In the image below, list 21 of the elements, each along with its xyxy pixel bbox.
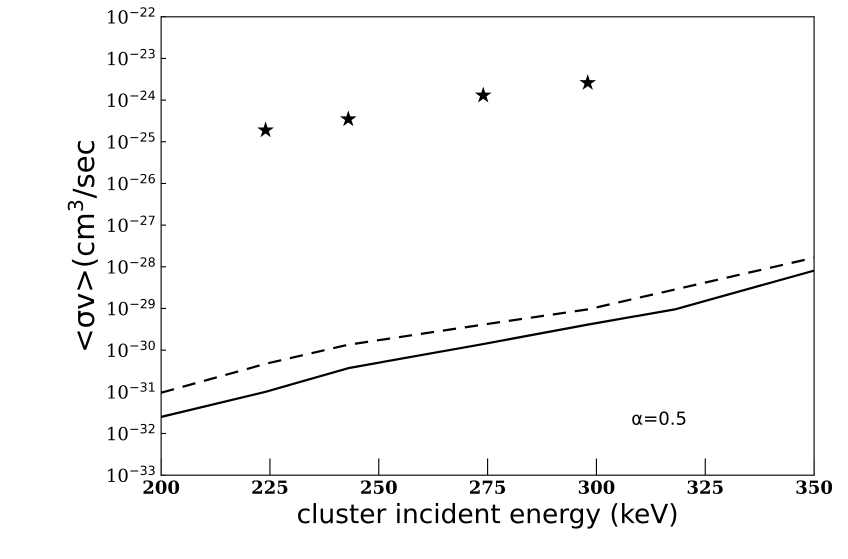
y-tick-label: 10$^{−24}$ [108, 90, 155, 108]
x-tick-label: 200 [143, 480, 180, 494]
x-tick-label: 275 [470, 480, 506, 494]
x-tick-label: 300 [578, 480, 614, 494]
y-tick-label: 10$^{−22}$ [108, 7, 154, 24]
y-tick-label: 10$^{−29}$ [108, 298, 155, 316]
y-tick-label: 10$^{−26}$ [108, 174, 155, 190]
x-tick-label: 350 [796, 480, 832, 494]
annotation: α=0.5 [632, 411, 686, 425]
x-tick-label: 325 [688, 480, 723, 494]
x-tick-label: 225 [252, 480, 288, 494]
y-tick-label: 10$^{−30}$ [108, 340, 155, 358]
y-tick-label: 10$^{−31}$ [108, 382, 155, 399]
y-tick-label: 10$^{−23}$ [108, 48, 155, 66]
x-tick-label: 250 [361, 480, 397, 494]
y-tick-label: 10$^{−28}$ [108, 257, 155, 274]
y-tick-label: 10$^{−25}$ [108, 132, 155, 149]
y-tick-label: 10$^{−27}$ [108, 216, 155, 232]
x-axis-title: cluster incident energy (keV) [298, 503, 676, 529]
y-tick-label: 10$^{−32}$ [108, 424, 154, 440]
y-axis-title: <σv>(cm$^{3}$/sec [68, 141, 98, 350]
